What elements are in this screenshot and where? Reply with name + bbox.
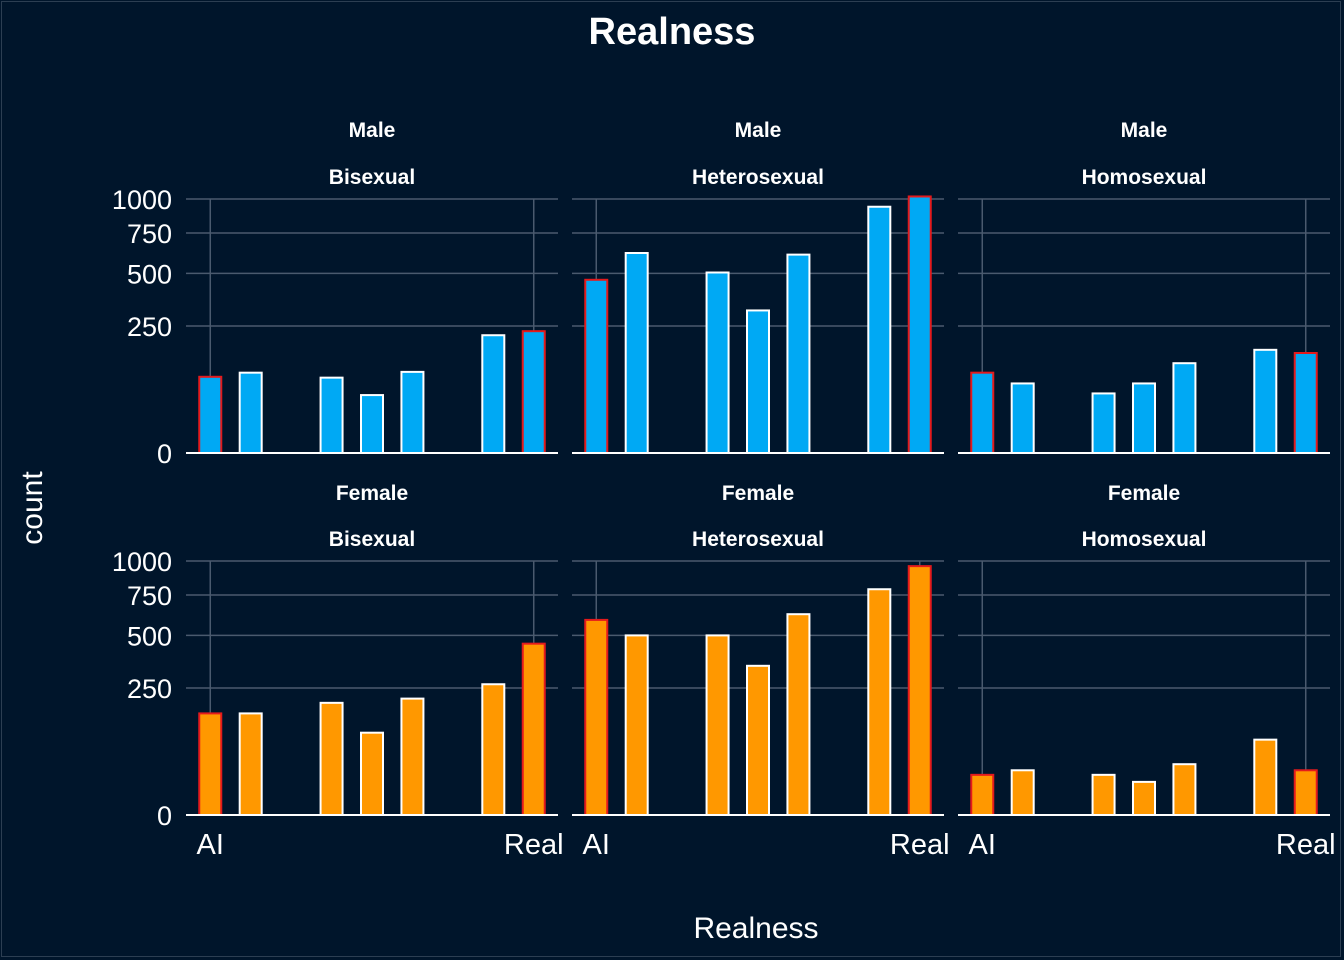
x-tick-label: AI bbox=[969, 829, 996, 861]
bar bbox=[746, 309, 770, 454]
y-tick-label: 500 bbox=[127, 259, 172, 289]
x-tick-label: Real bbox=[504, 829, 564, 861]
bar bbox=[1253, 738, 1278, 817]
bar bbox=[319, 376, 344, 455]
panel-male-heterosexual: Male Heterosexual bbox=[572, 119, 944, 455]
bar bbox=[786, 253, 811, 454]
panel-male-bisexual: Male Bisexual 0 250 500 750 1000 bbox=[112, 119, 558, 469]
x-tick-label: Real bbox=[1276, 829, 1336, 861]
bar bbox=[521, 642, 546, 816]
strip-label-orientation: Bisexual bbox=[329, 166, 415, 189]
strip-label-gender: Female bbox=[336, 482, 408, 505]
bar bbox=[746, 664, 770, 816]
bar bbox=[1293, 769, 1318, 816]
strip-label-orientation: Heterosexual bbox=[692, 166, 824, 189]
bar bbox=[360, 731, 384, 816]
bar bbox=[481, 683, 506, 816]
y-tick-label: 750 bbox=[127, 581, 172, 611]
bar bbox=[970, 773, 995, 816]
strip-label-orientation: Bisexual bbox=[329, 528, 415, 551]
strip-label-gender: Male bbox=[349, 119, 396, 142]
x-tick-label: AI bbox=[583, 829, 610, 861]
strip-label-gender: Male bbox=[1121, 119, 1168, 142]
bar bbox=[705, 271, 730, 454]
strip-label-gender: Male bbox=[735, 119, 782, 142]
bar bbox=[238, 712, 263, 817]
x-tick-label: AI bbox=[197, 829, 224, 861]
bar bbox=[1091, 392, 1116, 455]
bar bbox=[907, 195, 932, 455]
bar bbox=[1132, 382, 1156, 455]
bar bbox=[1293, 352, 1318, 454]
panel-male-homosexual: Male Homosexual bbox=[958, 119, 1330, 455]
strip-label-gender: Female bbox=[722, 482, 794, 505]
panel-female-bisexual: Female Bisexual 0 250 500 750 1000 AI Real bbox=[112, 482, 564, 861]
bar bbox=[1172, 362, 1197, 455]
y-tick-label: 0 bbox=[157, 439, 172, 469]
bar bbox=[198, 375, 223, 454]
bar bbox=[867, 588, 892, 816]
y-tick-label: 1000 bbox=[112, 547, 172, 577]
strip-label-orientation: Homosexual bbox=[1082, 528, 1207, 551]
bar bbox=[786, 613, 811, 816]
y-tick-label: 250 bbox=[127, 674, 172, 704]
chart-title: Realness bbox=[589, 11, 756, 53]
panel-female-heterosexual: Female Heterosexual AI Real bbox=[572, 482, 950, 861]
bar bbox=[970, 371, 995, 455]
bar bbox=[705, 634, 730, 817]
strip-label-orientation: Heterosexual bbox=[692, 528, 824, 551]
bar bbox=[624, 634, 649, 817]
bar bbox=[1010, 769, 1035, 816]
bar bbox=[584, 278, 609, 455]
bar bbox=[238, 371, 263, 455]
x-tick-label: Real bbox=[890, 829, 950, 861]
y-tick-label: 1000 bbox=[112, 185, 172, 215]
bar bbox=[1132, 780, 1156, 816]
strip-label-orientation: Homosexual bbox=[1082, 166, 1207, 189]
x-axis-title: Realness bbox=[693, 912, 818, 945]
bar bbox=[907, 565, 932, 816]
strip-label-gender: Female bbox=[1108, 482, 1180, 505]
bar bbox=[198, 712, 223, 817]
y-tick-label: 0 bbox=[157, 801, 172, 831]
bar bbox=[867, 205, 892, 454]
bar bbox=[319, 701, 344, 816]
bar bbox=[400, 697, 425, 817]
bar bbox=[1172, 763, 1197, 817]
bar bbox=[481, 334, 506, 454]
bar bbox=[360, 394, 384, 455]
bar bbox=[584, 618, 609, 817]
bar bbox=[521, 330, 546, 454]
y-tick-label: 750 bbox=[127, 219, 172, 249]
y-tick-label: 250 bbox=[127, 312, 172, 342]
bar bbox=[624, 252, 649, 454]
y-axis-title: count bbox=[16, 471, 49, 545]
panel-female-homosexual: Female Homosexual AI Real bbox=[958, 482, 1336, 861]
facet-panels: Male Bisexual 0 250 500 750 1000 Male Heterosexu… bbox=[112, 119, 1336, 861]
bar bbox=[1091, 773, 1116, 816]
bar bbox=[400, 370, 425, 454]
bar bbox=[1253, 348, 1278, 454]
bar bbox=[1010, 382, 1035, 455]
y-tick-label: 500 bbox=[127, 621, 172, 651]
